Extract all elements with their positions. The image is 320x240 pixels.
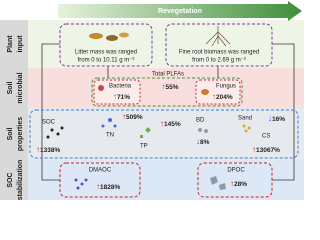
node-label: TN [106,133,114,139]
arrow: ↑ [230,179,234,188]
row-labels: Plant input Soil microbial Soil properti… [7,35,24,200]
header-title: Revegetation [158,8,202,15]
root-box [165,23,273,67]
fungus-icon [201,89,209,95]
sand-icon [242,124,251,133]
band-properties [0,108,304,160]
change: 71% [117,94,130,101]
node-change: ↑1828% [96,182,120,191]
arrow: ↓ [268,114,272,123]
change: 16% [272,116,285,123]
row-label: Soil [7,128,14,141]
revegetation-arrow [58,1,302,21]
change: 55% [165,84,178,91]
bacteria-box [93,79,141,105]
litter-text: Litter mass was ranged [75,50,137,56]
root-text: from 0 to 2.69 g m⁻² [192,58,246,64]
plfa-box [91,77,243,107]
node-label: TP [140,144,148,150]
node-label: BD [196,118,205,124]
node-change: ↑13067% [252,145,280,154]
arrow: ↑ [122,112,126,121]
change: 8% [200,139,210,146]
row-label: properties [17,117,24,151]
root-text: Fine root biomass was ranged [179,50,259,56]
dpoc-icon [210,176,226,190]
band-microbial [0,68,304,108]
node-label: DPOC [227,168,245,174]
properties-box [29,109,299,159]
node-label: Fungus [216,84,236,90]
node-change: ↓16% [268,114,285,123]
arrow: ↑ [113,92,117,101]
row-label: Plant [7,35,14,53]
soc-icon [46,126,64,139]
change: 28% [234,181,247,188]
node-change: ↑509% [122,112,143,121]
row-label: SOC [7,172,14,187]
node-label: SOC [42,120,56,126]
label-column [0,20,28,200]
fungus-box [195,79,241,105]
bd-icon [198,128,208,133]
arrow: ↑ [96,182,100,191]
row-label: microbial [17,72,24,103]
change: 1338% [40,147,60,154]
node-label: Bacteria [109,84,132,90]
node-label: CS [262,134,270,140]
dpoc-box [197,162,273,198]
tn-icon [101,118,117,128]
root-icon [205,26,231,47]
arrow: ↑ [36,145,40,154]
change: 145% [164,121,181,128]
node-change: ↑204% [212,92,233,101]
node-change: ↑145% [160,119,181,128]
node-change: ↓8% [196,137,210,146]
arrow: ↑ [252,145,256,154]
arrow: ↓ [196,137,200,146]
node-change: ↑55% [161,82,178,91]
bacteria-icon [98,85,104,91]
row-label: input [17,35,24,53]
diagram: Revegetation Plant input Soil microbial … [0,1,304,200]
change: 509% [126,114,143,121]
arrow: ↑ [161,82,165,91]
row-label: Soil [7,82,14,95]
node-change: ↑1338% [36,145,60,154]
dmaoc-icon [74,178,88,190]
node-label: DMAOC [89,168,112,174]
connectors [41,43,295,181]
tp-icon [140,127,151,138]
change: 13067% [256,147,280,154]
arrow: ↑ [160,119,164,128]
row-label: stabilization [17,160,24,200]
litter-box [59,23,153,67]
node-label: Total PLFAs [152,72,184,78]
node-change: ↑71% [113,92,130,101]
node-label: Sand [238,116,252,122]
change: 204% [216,94,233,101]
change: 1828% [100,184,120,191]
leaf-icons [89,32,129,41]
litter-text: from 0 to 10.11 g m⁻² [78,58,135,64]
arrow: ↑ [212,92,216,101]
dmaoc-box [59,162,141,198]
node-change: ↑28% [230,179,247,188]
